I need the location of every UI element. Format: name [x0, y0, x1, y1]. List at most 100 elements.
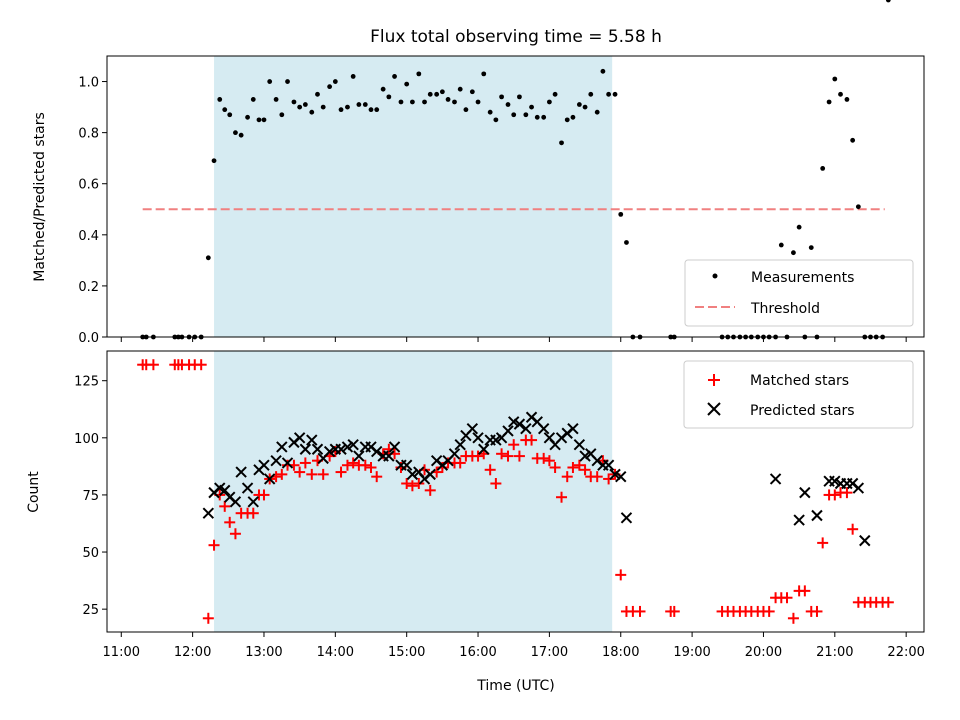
matched-star-point — [668, 605, 680, 617]
predicted-star-point — [620, 512, 633, 524]
measurement-point — [624, 240, 629, 245]
legend-predicted-marker — [707, 402, 721, 416]
measurement-point — [493, 117, 499, 123]
bottom-legend-box — [683, 360, 914, 429]
measurement-point — [297, 104, 303, 110]
predicted-star-point — [454, 438, 466, 451]
matched-star-point — [341, 459, 353, 471]
measurement-point — [350, 74, 356, 79]
matched-star-point — [847, 523, 859, 535]
measurement-point — [618, 211, 624, 217]
measurement-point — [233, 130, 238, 136]
matched-star-point — [508, 439, 520, 451]
top-y-axis-label: Matched/Predicted stars — [32, 112, 48, 282]
matched-star-point — [229, 528, 241, 540]
measurement-point — [612, 91, 618, 97]
measurement-point — [487, 109, 493, 115]
measurement-point — [315, 91, 320, 97]
x-tick-label: 22:00 — [887, 645, 924, 660]
measurement-point — [594, 109, 600, 115]
predicted-star-point — [400, 459, 413, 471]
matched-star-point — [561, 471, 573, 483]
predicted-star-point — [799, 486, 811, 499]
measurement-point — [469, 89, 475, 95]
matched-star-point — [513, 450, 525, 462]
measurement-point — [517, 94, 522, 100]
measurement-point — [505, 102, 511, 107]
predicted-star-point — [388, 441, 401, 453]
measurement-point — [529, 104, 534, 110]
top-x-ticks — [120, 337, 907, 342]
matched-star-point — [208, 539, 220, 551]
predicted-star-point — [235, 466, 247, 478]
predicted-star-point — [383, 450, 395, 462]
measurement-point — [345, 104, 350, 110]
predicted-star-point — [793, 514, 805, 526]
measurement-point — [416, 71, 422, 77]
measurement-point — [570, 114, 576, 120]
matched-star-point — [306, 468, 318, 480]
measurement-point — [434, 91, 440, 97]
predicted-star-point — [852, 482, 865, 494]
measurement-point — [427, 91, 433, 97]
measurement-point — [600, 68, 606, 74]
predicted-star-point — [353, 450, 365, 462]
matched-star-point — [549, 462, 561, 474]
matched-star-point — [401, 478, 413, 490]
measurement-point — [445, 97, 451, 102]
predicted-star-point — [406, 468, 419, 481]
top-legend-box — [684, 259, 914, 327]
matched-star-point — [424, 484, 436, 496]
predicted-star-point — [276, 441, 288, 453]
matched-star-point — [258, 489, 270, 501]
chart-title: Flux total observing time = 5.58 h — [370, 27, 662, 47]
matched-star-point — [347, 457, 359, 469]
measurement-point — [356, 102, 362, 107]
y-tick-label: 25 — [82, 603, 99, 618]
predicted-star-point — [466, 422, 479, 435]
y-tick-label: 0.4 — [78, 229, 99, 244]
predicted-star-point — [537, 422, 550, 435]
matched-star-point — [538, 452, 550, 464]
predicted-star-point — [229, 496, 242, 508]
matched-star-point — [829, 489, 841, 501]
matched-star-point — [472, 450, 484, 462]
matched-star-point — [811, 605, 823, 617]
matched-star-point — [615, 569, 627, 581]
predicted-star-point — [299, 443, 312, 455]
measurement-point — [261, 117, 267, 123]
x-tick-label: 14:00 — [317, 645, 354, 660]
y-tick-label: 0.6 — [78, 178, 99, 193]
matched-star-point — [763, 605, 775, 617]
matched-star-point — [413, 478, 425, 490]
bottom-y-axis-label: Count — [26, 471, 42, 513]
measurement-point — [826, 99, 832, 105]
measurement-point — [576, 102, 582, 107]
x-tick-label: 16:00 — [459, 645, 496, 660]
predicted-star-point — [281, 457, 294, 469]
matched-star-point — [147, 359, 159, 371]
matched-star-point — [882, 596, 894, 608]
predicted-star-point — [448, 448, 461, 460]
predicted-star-point — [371, 445, 383, 458]
x-tick-label: 19:00 — [673, 645, 710, 660]
measurement-point — [256, 117, 262, 123]
matched-star-point — [556, 491, 568, 503]
measurement-point — [475, 99, 481, 105]
predicted-star-point — [347, 438, 359, 451]
measurement-point — [844, 97, 850, 102]
measurement-point — [398, 99, 404, 105]
matched-star-point — [490, 478, 502, 490]
x-tick-label: 20:00 — [745, 645, 782, 660]
predicted-star-point — [202, 507, 215, 519]
matched-star-point — [335, 466, 347, 478]
predicted-star-point — [306, 434, 318, 446]
measurement-point — [463, 107, 469, 113]
measurement-point — [320, 104, 326, 110]
measurement-point — [588, 91, 594, 97]
matched-star-point — [817, 537, 829, 549]
y-tick-label: 50 — [82, 546, 99, 561]
top-y-ticks: 0.0 0.2 0.4 0.6 0.8 1.0 — [78, 76, 107, 346]
matched-star-point — [219, 500, 231, 512]
measurement-point — [217, 97, 223, 102]
